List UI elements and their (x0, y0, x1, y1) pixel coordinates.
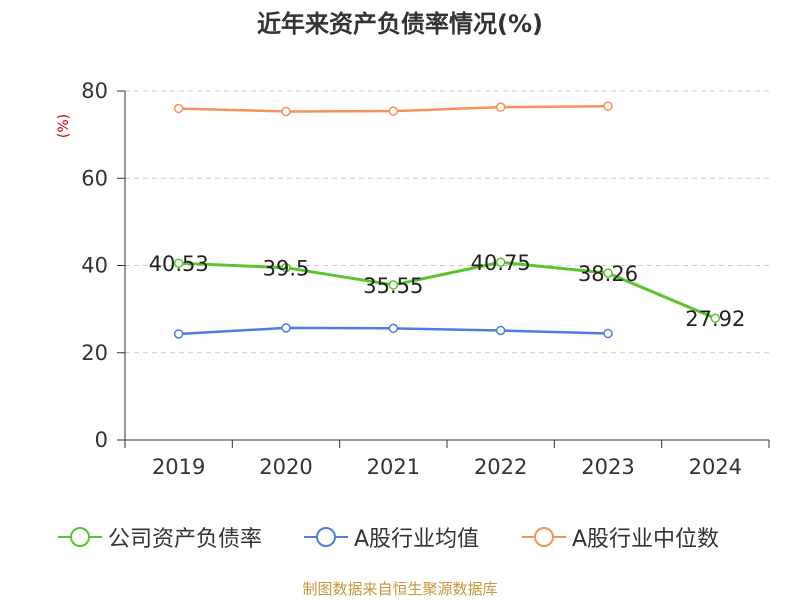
data-point (603, 101, 613, 112)
legend-marker-company (58, 527, 102, 547)
data-label: 35.55 (363, 274, 423, 298)
legend-item-industry-median[interactable]: A股行业中位数 (522, 522, 719, 552)
data-point (173, 103, 184, 114)
chart-title: 近年来资产负债率情况(%) (257, 10, 543, 38)
data-point (388, 280, 399, 290)
data-point (173, 258, 184, 268)
data-point (281, 262, 291, 273)
data-label: 40.53 (149, 252, 209, 276)
legend: 公司资产负债率 A股行业均值 A股行业中位数 (0, 522, 800, 552)
source-note: 制图数据来自恒生聚源数据库 (302, 580, 498, 598)
data-label: 38.26 (578, 262, 638, 286)
legend-label-industry-mean: A股行业均值 (354, 527, 480, 552)
y-tick-label: 0 (95, 428, 108, 452)
x-tick-label: 2019 (152, 455, 205, 479)
data-point (281, 323, 291, 333)
data-point (495, 102, 506, 112)
y-tick-label: 40 (81, 254, 108, 278)
data-point (173, 329, 184, 339)
data-point (281, 106, 291, 117)
y-tick-label: 80 (81, 79, 108, 103)
y-tick-label: 60 (81, 166, 108, 190)
data-point (388, 323, 399, 334)
legend-label-company: 公司资产负债率 (108, 527, 263, 552)
y-axis-label: (%) (56, 114, 72, 138)
x-tick-label: 2024 (689, 455, 742, 479)
data-label: 40.75 (471, 251, 531, 275)
x-tick-label: 2022 (474, 455, 527, 479)
data-label: 27.92 (685, 307, 745, 331)
data-point (495, 257, 506, 267)
legend-item-company[interactable]: 公司资产负债率 (58, 522, 262, 552)
legend-label-industry-median: A股行业中位数 (572, 527, 720, 552)
x-tick-label: 2023 (581, 455, 634, 479)
legend-marker-industry-mean (304, 527, 348, 547)
data-point (388, 106, 399, 116)
x-tick-label: 2020 (259, 455, 312, 479)
y-tick-label: 20 (81, 341, 108, 365)
data-point (603, 268, 613, 278)
legend-marker-industry-median (522, 527, 566, 547)
series-line (178, 260, 716, 320)
x-tick-label: 2021 (367, 455, 420, 479)
data-point (495, 325, 506, 336)
data-label: 39.5 (263, 257, 310, 281)
legend-item-industry-mean[interactable]: A股行业均值 (304, 522, 479, 552)
data-point (710, 313, 721, 323)
data-point (603, 328, 613, 339)
